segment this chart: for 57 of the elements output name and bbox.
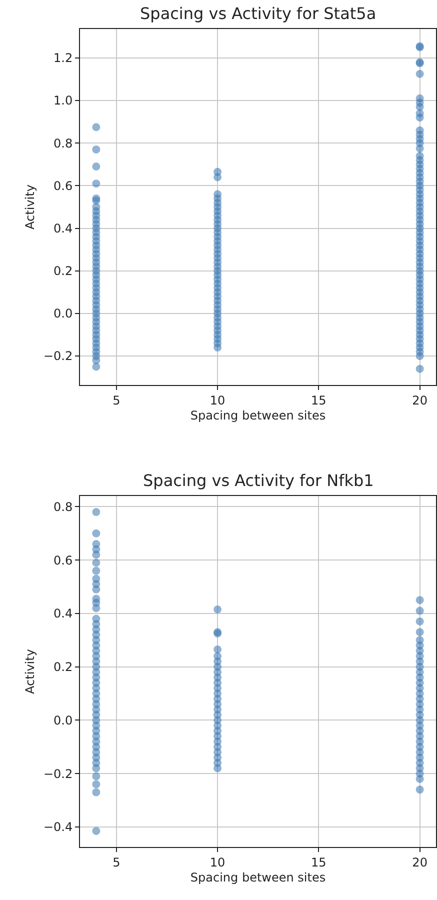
point — [92, 788, 100, 796]
point — [92, 558, 100, 567]
y-tick-label: 1.0 — [54, 94, 73, 108]
x-tick-label: 15 — [311, 855, 326, 870]
y-tick-label: 1.2 — [54, 51, 73, 66]
point — [214, 173, 222, 182]
x-axis-title: Spacing between sites — [190, 870, 326, 884]
y-tick-label: 0.8 — [54, 500, 73, 514]
y-axis-title: Activity — [22, 649, 37, 694]
y-tick-label: 0.4 — [54, 221, 73, 236]
x-tick-label: 20 — [412, 855, 428, 870]
point — [92, 180, 100, 188]
x-axis-title: Spacing between sites — [190, 408, 326, 422]
point — [92, 780, 100, 788]
point — [92, 772, 100, 780]
point — [214, 344, 222, 352]
y-tick-label: 0.2 — [54, 660, 73, 674]
x-tick-label: 15 — [311, 393, 326, 408]
point — [92, 585, 100, 594]
point — [92, 162, 100, 171]
y-tick-label: −0.2 — [43, 766, 73, 781]
y-tick-label: −0.4 — [43, 820, 73, 834]
point — [92, 123, 100, 132]
point — [416, 786, 424, 794]
point — [92, 566, 100, 575]
x-tick-label: 20 — [412, 393, 428, 408]
x-tick-label: 10 — [210, 855, 226, 870]
x-tick-label: 5 — [112, 393, 120, 408]
y-tick-label: 0.4 — [54, 606, 73, 621]
point — [92, 529, 100, 538]
x-tick-label: 10 — [210, 393, 226, 408]
y-tick-label: 0.6 — [54, 553, 73, 568]
point — [214, 645, 222, 654]
point — [416, 596, 424, 604]
point — [92, 826, 100, 835]
point — [416, 617, 424, 626]
point — [416, 774, 424, 783]
y-tick-label: 0.6 — [54, 178, 73, 193]
chart-title: Spacing vs Activity for Nfkb1 — [143, 471, 374, 490]
y-axis-title: Activity — [22, 184, 37, 230]
x-tick-label: 5 — [112, 855, 120, 870]
chart-title: Spacing vs Activity for Stat5a — [140, 4, 376, 23]
point — [92, 362, 100, 371]
point — [92, 508, 100, 516]
point — [92, 146, 100, 154]
y-tick-label: 0.0 — [54, 306, 73, 321]
y-tick-label: 0.2 — [54, 264, 73, 278]
point — [214, 764, 222, 772]
point — [92, 550, 100, 559]
point — [92, 604, 100, 612]
point — [416, 606, 424, 615]
y-tick-label: 0.8 — [54, 136, 73, 150]
point — [214, 605, 222, 614]
point — [416, 628, 424, 636]
point — [92, 764, 100, 772]
y-tick-label: 0.0 — [54, 713, 73, 728]
y-tick-label: −0.2 — [43, 349, 73, 364]
